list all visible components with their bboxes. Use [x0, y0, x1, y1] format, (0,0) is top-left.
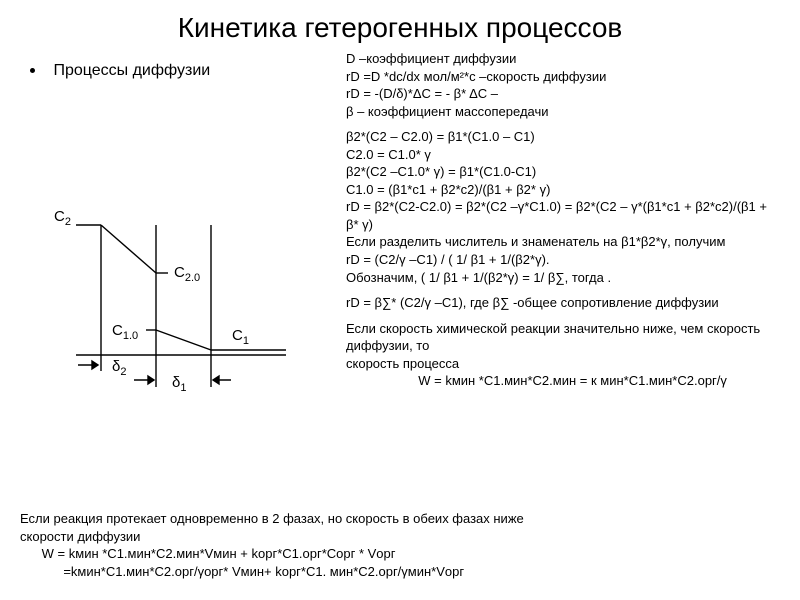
eq-line: Если разделить числитель и знаменатель н… [346, 233, 776, 251]
eq-line: rD = β2*(C2-C2.0) = β2*(C2 –γ*C1.0) = β2… [346, 198, 776, 233]
footer-line: скорости диффузии [20, 528, 780, 546]
eq-line: Обозначим, ( 1/ β1 + 1/(β2*γ) = 1/ β∑, т… [346, 269, 776, 287]
eq-line: β – коэффициент массопередачи [346, 103, 776, 121]
eq-line: C1.0 = (β1*c1 + β2*c2)/(β1 + β2* γ) [346, 181, 776, 199]
label-delta1: δ1 [172, 374, 186, 394]
eq-line: W = kмин *C1.мин*C2.мин = к мин*C1.мин*C… [346, 372, 776, 390]
eq-line: rD = (C2/γ –C1) / ( 1/ β1 + 1/(β2*γ). [346, 251, 776, 269]
footer-line: Если реакция протекает одновременно в 2 … [20, 510, 780, 528]
footer-block: Если реакция протекает одновременно в 2 … [20, 510, 780, 580]
eq-line: rD = -(D/δ)*ΔC = - β* ΔC – [346, 85, 776, 103]
bullet-item: Процессы диффузии [28, 62, 210, 80]
eq-line: C2.0 = C1.0* γ [346, 146, 776, 164]
footer-line: W = kмин *C1.мин*C2.мин*Vмин + kорг*C1.о… [20, 545, 780, 563]
eq-line: D –коэффициент диффузии [346, 50, 776, 68]
label-C2: C2 [54, 208, 71, 228]
eq-line: rD = β∑* (C2/γ –C1), где β∑ -общее сопро… [346, 294, 776, 312]
equations-block: D –коэффициент диффузии rD =D *dc/dx мол… [346, 50, 776, 390]
label-C1-0: C1.0 [112, 322, 138, 342]
diffusion-diagram: C2 C2.0 C1.0 C1 δ2 δ1 [46, 195, 316, 405]
footer-line: =kмин*C1.мин*C2.орг/γорг* Vмин+ kорг*C1.… [20, 563, 780, 581]
eq-line: Если скорость химической реакции значите… [346, 320, 776, 355]
eq-line: β2*(C2 – C2.0) = β1*(C1.0 – C1) [346, 128, 776, 146]
eq-line: β2*(C2 –C1.0* γ) = β1*(C1.0-C1) [346, 163, 776, 181]
bullet-dot-icon [30, 68, 35, 73]
label-C1: C1 [232, 327, 249, 347]
eq-line: скорость процесса [346, 355, 776, 373]
label-C2-0: C2.0 [174, 264, 200, 284]
page-title: Кинетика гетерогенных процессов [0, 0, 800, 48]
eq-line: rD =D *dc/dx мол/м²*с –скорость диффузии [346, 68, 776, 86]
label-delta2: δ2 [112, 358, 126, 378]
bullet-text: Процессы диффузии [53, 62, 210, 79]
